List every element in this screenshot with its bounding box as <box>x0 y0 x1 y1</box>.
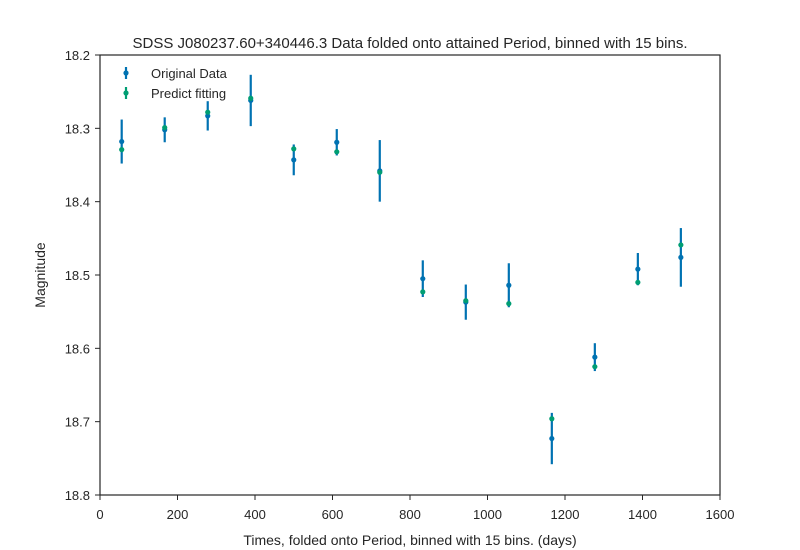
x-tick-label: 1200 <box>551 507 580 522</box>
x-tick-label: 800 <box>399 507 421 522</box>
x-tick-label: 200 <box>167 507 189 522</box>
data-point <box>334 139 340 145</box>
data-point <box>549 416 555 422</box>
x-tick-label: 1000 <box>473 507 502 522</box>
data-point <box>291 146 297 152</box>
legend-item: Predict fitting <box>123 86 226 101</box>
y-tick-label: 18.5 <box>65 268 90 283</box>
legend-marker-icon <box>123 70 129 76</box>
x-tick-label: 600 <box>322 507 344 522</box>
series-predict-fitting <box>119 95 684 422</box>
data-point <box>377 169 383 175</box>
data-point <box>463 298 469 304</box>
chart-title: SDSS J080237.60+340446.3 Data folded ont… <box>133 35 688 52</box>
data-point <box>162 125 168 131</box>
y-tick-label: 18.8 <box>65 488 90 503</box>
data-point <box>334 149 340 155</box>
data-point <box>635 279 641 285</box>
data-point <box>592 354 598 360</box>
data-point <box>506 282 512 288</box>
y-tick-label: 18.2 <box>65 48 90 63</box>
legend-marker-icon <box>123 90 129 96</box>
y-tick-label: 18.6 <box>65 341 90 356</box>
data-point <box>506 301 512 307</box>
data-point <box>119 138 125 145</box>
legend-item: Original Data <box>123 66 228 81</box>
axis-ticks: 0 200 400 600 800 1000 1200 1400 1600 18.2 18.3 18.… <box>65 48 735 522</box>
data-point <box>420 289 426 295</box>
data-point <box>549 435 555 442</box>
data-point <box>291 157 297 163</box>
data-point <box>592 364 598 370</box>
data-point <box>205 109 211 115</box>
data-point <box>678 254 684 260</box>
data-point <box>205 113 211 119</box>
x-tick-label: 1600 <box>706 507 735 522</box>
series-original-data <box>119 74 684 465</box>
data-point <box>248 95 254 101</box>
legend-label: Original Data <box>151 66 228 81</box>
y-tick-label: 18.3 <box>65 121 90 136</box>
plot-frame <box>99 54 721 496</box>
x-axis-title: Times, folded onto Period, binned with 1… <box>243 532 576 548</box>
legend: Original Data Predict fitting <box>123 66 228 101</box>
y-tick-label: 18.4 <box>65 195 90 210</box>
y-axis-title: Magnitude <box>32 242 48 308</box>
data-point <box>678 242 684 248</box>
data-point <box>119 147 125 153</box>
x-tick-label: 0 <box>96 507 103 522</box>
x-tick-label: 400 <box>244 507 266 522</box>
data-point <box>420 276 426 282</box>
plot-layer <box>119 74 684 465</box>
y-tick-label: 18.7 <box>65 415 90 430</box>
legend-label: Predict fitting <box>151 86 226 101</box>
x-tick-label: 1400 <box>628 507 657 522</box>
data-point <box>635 266 641 272</box>
